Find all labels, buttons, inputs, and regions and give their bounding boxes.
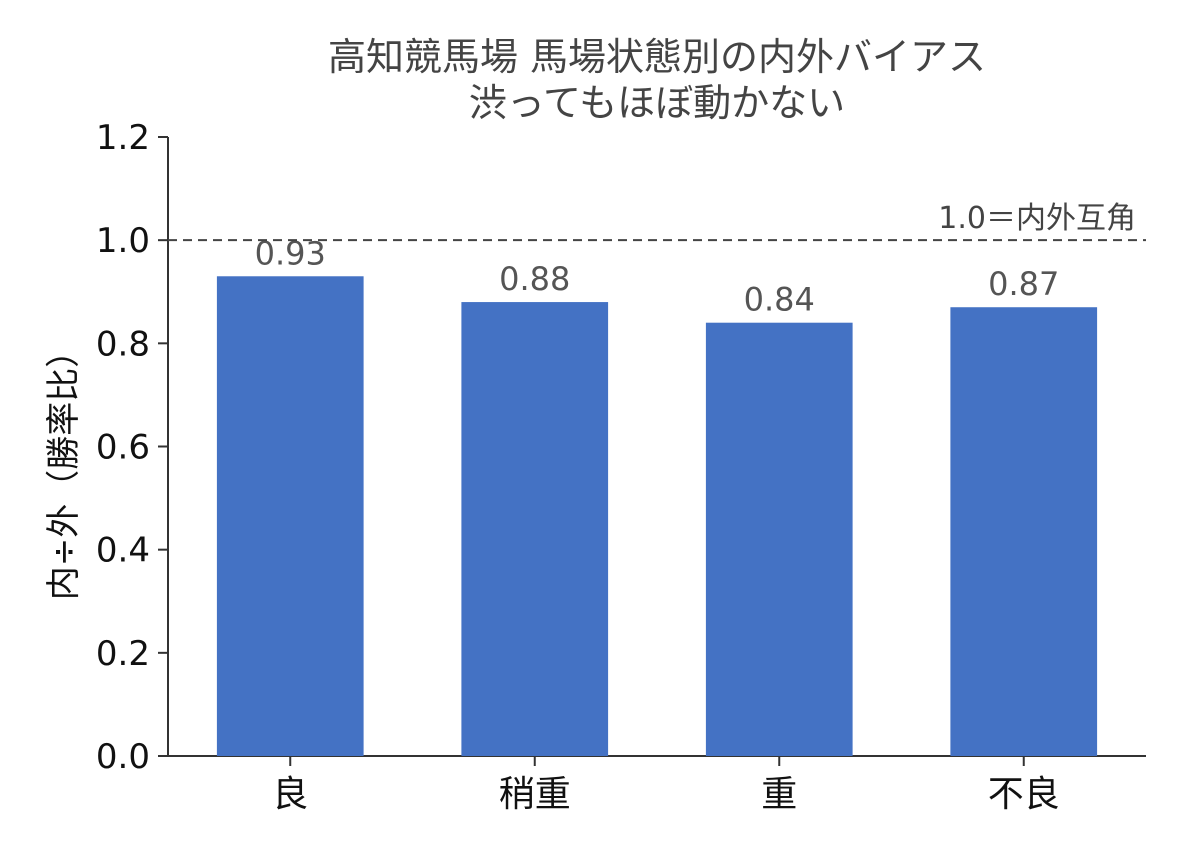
x-tick-label: 不良 bbox=[988, 774, 1060, 815]
plot-area: 0.00.20.40.60.81.01.20.93良0.88稍重0.84重0.8… bbox=[96, 118, 1146, 815]
y-tick-label: 0.0 bbox=[96, 737, 150, 777]
y-tick-label: 1.0 bbox=[96, 221, 150, 261]
y-axis-label: 内÷外（勝率比） bbox=[44, 334, 84, 601]
y-tick-label: 0.6 bbox=[96, 428, 150, 468]
bar-value-label: 0.87 bbox=[988, 265, 1059, 303]
x-tick-label: 良 bbox=[272, 774, 308, 815]
x-tick-label: 稍重 bbox=[499, 774, 571, 815]
y-tick-label: 0.2 bbox=[96, 634, 150, 674]
x-tick-label: 重 bbox=[761, 774, 797, 815]
bar bbox=[216, 276, 364, 756]
bar-value-label: 0.84 bbox=[744, 281, 815, 319]
bar bbox=[705, 322, 853, 756]
y-tick-label: 0.4 bbox=[96, 531, 150, 571]
bar-value-label: 0.88 bbox=[499, 260, 570, 298]
bar bbox=[461, 302, 609, 756]
bar bbox=[950, 307, 1098, 756]
chart-title: 高知競馬場 馬場状態別の内外バイアス bbox=[328, 35, 986, 79]
reference-line-label: 1.0＝内外互角 bbox=[938, 201, 1136, 236]
y-tick-label: 0.8 bbox=[96, 324, 150, 364]
chart-subtitle: 渋ってもほぼ動かない bbox=[469, 81, 845, 125]
y-tick-label: 1.2 bbox=[96, 118, 150, 158]
